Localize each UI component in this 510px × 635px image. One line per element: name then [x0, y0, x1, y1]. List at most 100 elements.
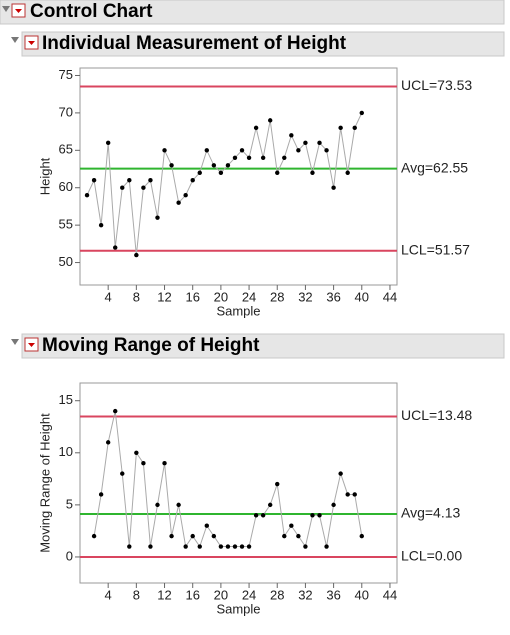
data-point [289, 133, 294, 138]
x-tick-label: 16 [185, 587, 199, 602]
data-point [345, 492, 350, 497]
data-point [289, 523, 294, 528]
x-tick-label: 24 [242, 289, 256, 304]
data-point [310, 513, 315, 518]
section-title: Moving Range of Height [42, 335, 260, 356]
data-point [232, 155, 238, 160]
y-axis-label: Moving Range of Height [37, 413, 52, 553]
data-point [105, 140, 111, 146]
data-point [246, 155, 252, 160]
data-point [268, 118, 273, 123]
data-point [260, 155, 266, 160]
x-tick-label: 40 [355, 289, 369, 304]
data-point [197, 170, 202, 175]
data-point [113, 245, 118, 250]
x-tick-label: 20 [214, 289, 228, 304]
x-tick-label: 20 [214, 587, 228, 602]
data-point [204, 523, 209, 528]
data-point [225, 544, 231, 549]
data-point [218, 170, 224, 175]
y-tick-label: 60 [59, 179, 73, 194]
data-point [127, 178, 132, 183]
disclosure-icon[interactable] [11, 37, 19, 43]
data-point [296, 148, 301, 153]
section-bar [21, 31, 505, 57]
data-point [317, 513, 322, 518]
plot-frame [79, 67, 398, 286]
x-tick-label: 28 [270, 289, 284, 304]
data-point [120, 185, 125, 190]
data-point [218, 544, 224, 549]
y-tick-label: 10 [59, 444, 73, 459]
data-point [253, 125, 259, 131]
menu-arrow [28, 343, 35, 347]
x-tick-label: 32 [298, 587, 312, 602]
data-point [268, 502, 273, 508]
limit-label: Avg=62.55 [401, 159, 468, 175]
x-tick-label: 36 [326, 289, 340, 304]
limit-label: UCL=13.48 [401, 407, 472, 423]
plot-frame [79, 382, 398, 584]
data-point [225, 163, 231, 168]
x-tick-label: 4 [105, 587, 112, 602]
data-point [296, 533, 301, 539]
data-point [134, 450, 139, 455]
data-point [169, 533, 174, 539]
data-point [239, 148, 245, 153]
data-point [331, 185, 336, 190]
data-point [105, 440, 111, 445]
data-point [324, 148, 329, 153]
data-point [120, 471, 125, 476]
data-point [98, 492, 104, 497]
data-point [317, 140, 322, 146]
data-point [155, 215, 160, 220]
data-point [303, 544, 308, 549]
x-axis-label: Sample [216, 601, 260, 616]
x-tick-label: 36 [326, 587, 340, 602]
data-point [331, 502, 336, 508]
x-tick-label: 32 [298, 289, 312, 304]
data-point [345, 170, 350, 175]
header-bar [0, 0, 505, 25]
y-tick-label: 50 [59, 254, 73, 269]
data-point [275, 481, 280, 487]
data-point [91, 533, 97, 539]
data-point [190, 178, 195, 183]
data-point [239, 544, 245, 549]
data-point [183, 544, 188, 549]
data-point [359, 533, 364, 539]
data-point [169, 163, 174, 168]
disclosure-icon[interactable] [2, 6, 10, 12]
limit-label: LCL=0.00 [401, 548, 462, 564]
data-point [352, 492, 357, 497]
x-tick-label: 28 [270, 587, 284, 602]
data-point [253, 513, 259, 518]
data-point [141, 461, 146, 466]
x-tick-label: 12 [157, 289, 171, 304]
data-point [310, 170, 315, 175]
data-point [141, 185, 146, 190]
x-tick-label: 44 [383, 289, 397, 304]
section-title: Individual Measurement of Height [42, 33, 347, 54]
x-tick-label: 16 [185, 289, 199, 304]
data-point [324, 544, 329, 549]
data-point [162, 461, 167, 466]
menu-arrow [15, 9, 22, 13]
x-tick-label: 44 [383, 587, 397, 602]
data-point [211, 533, 217, 539]
y-tick-label: 5 [66, 496, 73, 511]
data-point [98, 222, 104, 228]
data-point [197, 544, 202, 549]
x-axis-label: Sample [216, 303, 260, 318]
data-point [127, 544, 132, 549]
data-point [338, 471, 343, 476]
data-point [282, 155, 287, 160]
limit-label: UCL=73.53 [401, 77, 472, 93]
data-point [183, 193, 188, 198]
section-bar [21, 333, 505, 359]
disclosure-icon[interactable] [11, 339, 19, 345]
limit-label: Avg=4.13 [401, 505, 461, 521]
data-point [84, 193, 90, 198]
data-point [275, 170, 280, 175]
y-tick-label: 0 [66, 548, 73, 563]
